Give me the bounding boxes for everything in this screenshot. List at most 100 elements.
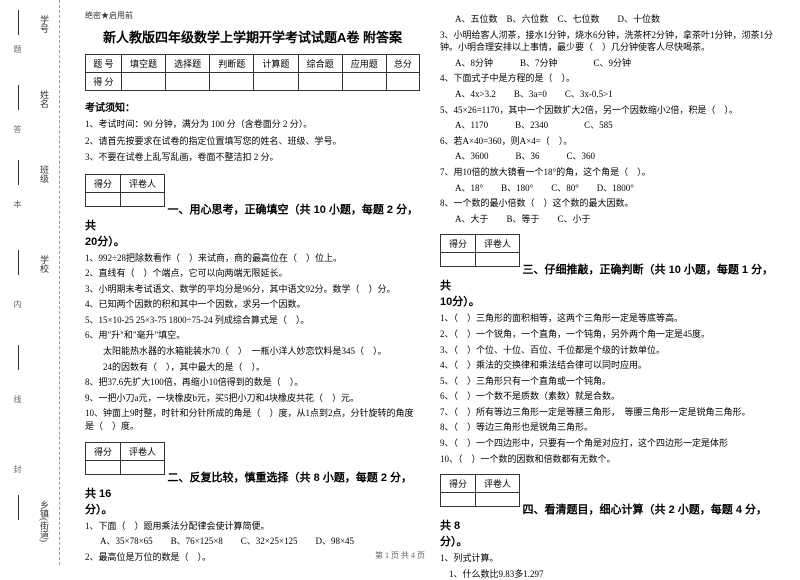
grader-table: 得分评卷人	[85, 174, 165, 207]
section-2-title: 二、反复比较，慎重选择（共 8 小题，每题 2 分，共 16	[85, 472, 412, 500]
section-3-pts: 10分）。	[440, 293, 775, 309]
grader-table: 得分评卷人	[85, 442, 165, 475]
notice-item: 3、不要在试卷上乱写乱画，卷面不整洁扣 2 分。	[85, 151, 420, 165]
question: 1、下面（ ）题用乘法分配律会使计算简便。	[85, 520, 420, 533]
td[interactable]	[86, 460, 121, 474]
section-3-title: 三、仔细推敲，正确判断（共 10 小题，每题 1 分，共	[440, 264, 773, 292]
question: 5、15×10-25 25×3-75 1800÷75-24 列成综合算式是（ ）…	[85, 314, 420, 327]
question: 2、直线有（ ）个端点，它可以向两端无限延长。	[85, 267, 420, 280]
question: 2、最高位是万位的数是（ ）。	[85, 551, 420, 564]
bind-mark: 本	[12, 200, 23, 208]
td: 评卷人	[476, 235, 520, 253]
th: 总分	[386, 55, 419, 73]
question: 2、（ ）一个锐角，一个直角，一个钝角，另外两个角一定是45度。	[440, 328, 775, 341]
options: A、五位数 B、六位数 C、七位数 D、十位数	[455, 13, 775, 26]
underline	[18, 345, 19, 370]
table-row: 题 号 填空题 选择题 判断题 计算题 综合题 应用题 总分	[86, 55, 420, 73]
options: A、8分钟 B、7分钟 C、9分钟	[455, 57, 775, 70]
label-school: 学校	[38, 255, 51, 273]
options: A、18° B、180° C、80° D、1800°	[455, 182, 775, 195]
section-4-title: 四、看清题目，细心计算（共 2 小题，每题 4 分，共 8	[440, 504, 767, 532]
label-student-id: 学号	[38, 15, 51, 33]
th: 应用题	[342, 55, 386, 73]
td[interactable]	[342, 73, 386, 91]
td: 评卷人	[476, 475, 520, 493]
question: 24的因数有（ ），其中最大的是（ ）。	[85, 361, 420, 374]
td[interactable]	[298, 73, 342, 91]
options: A、1170 B、2340 C、585	[455, 119, 775, 132]
exam-page: 题 学号 答 姓名 本 班级 内 学校 线 封 乡镇(街道) 绝密★启用前 新人…	[0, 0, 800, 565]
th: 填空题	[121, 55, 165, 73]
binding-margin: 题 学号 答 姓名 本 班级 内 学校 线 封 乡镇(街道)	[0, 0, 60, 565]
td[interactable]	[86, 192, 121, 206]
td[interactable]	[441, 253, 476, 267]
question: 10、（ ）一个数的因数和倍数都有无数个。	[440, 453, 775, 466]
th: 题 号	[86, 55, 122, 73]
td[interactable]	[121, 73, 165, 91]
question: 3、小明期末考试语文、数学的平均分是96分，其中语文92分。数学（ ）分。	[85, 283, 420, 296]
td[interactable]	[210, 73, 254, 91]
grader-table: 得分评卷人	[440, 474, 520, 507]
bind-mark: 内	[12, 300, 23, 308]
label-class: 班级	[38, 165, 51, 183]
section-1-pts: 20分）。	[85, 233, 420, 249]
underline	[18, 160, 19, 185]
question: 1、992÷28把除数看作（ ）来试商，商的最高位在（ ）位上。	[85, 252, 420, 265]
td[interactable]	[476, 493, 520, 507]
question: 9、一把小刀a元，一块橡皮b元，买5把小刀和4块橡皮共花（ ）元。	[85, 392, 420, 405]
td[interactable]	[121, 192, 165, 206]
th: 判断题	[210, 55, 254, 73]
td: 得 分	[86, 73, 122, 91]
question: 3、（ ）个位、十位、百位、千位都是个级的计数单位。	[440, 344, 775, 357]
question: 太阳能热水器的水箱能装水70（ ） 一瓶小洋人妙恋饮料是345（ ）。	[85, 345, 420, 358]
question: 4、（ ）乘法的交换律和乘法结合律可以同时应用。	[440, 359, 775, 372]
content-area: 绝密★启用前 新人教版四年级数学上学期开学考试试题A卷 附答案 题 号 填空题 …	[60, 0, 800, 565]
td: 得分	[86, 174, 121, 192]
options: A、3600 B、36 C、360	[455, 150, 775, 163]
question: 8、一个数的最小倍数（ ）这个数的最大因数。	[440, 197, 775, 210]
td[interactable]	[386, 73, 419, 91]
bind-mark: 答	[12, 125, 23, 133]
secret-label: 绝密★启用前	[85, 10, 420, 21]
right-column: A、五位数 B、六位数 C、七位数 D、十位数 3、小明给客人沏茶，接水1分钟，…	[430, 10, 785, 555]
question: 7、用10倍的放大镜看一个18°的角，这个角是（ ）。	[440, 166, 775, 179]
left-column: 绝密★启用前 新人教版四年级数学上学期开学考试试题A卷 附答案 题 号 填空题 …	[75, 10, 430, 555]
question: 10、钟面上9时整，时针和分针所成的角是（ ）度，从1点到2点，分针旋转的角度是…	[85, 407, 420, 432]
question: 5、（ ）三角形只有一个直角或一个钝角。	[440, 375, 775, 388]
question: 9、（ ）一个四边形中，只要有一个角是对应打，这个四边形一定是体形	[440, 437, 775, 450]
td: 得分	[441, 235, 476, 253]
td: 得分	[86, 442, 121, 460]
question: 1、什么数比9.83多1.297	[440, 568, 775, 580]
section-2-pts: 分）。	[85, 501, 420, 517]
question: 8、（ ）等边三角形也是锐角三角形。	[440, 421, 775, 434]
td[interactable]	[254, 73, 298, 91]
th: 综合题	[298, 55, 342, 73]
question: 8、把37.6先扩大100倍，再缩小10倍得到的数是（ ）。	[85, 376, 420, 389]
grader-table: 得分评卷人	[440, 234, 520, 267]
th: 计算题	[254, 55, 298, 73]
td: 得分	[441, 475, 476, 493]
bind-mark: 题	[12, 45, 23, 53]
underline	[18, 495, 19, 520]
notice-item: 2、请首先按要求在试卷的指定位置填写您的姓名、班级、学号。	[85, 135, 420, 149]
underline	[18, 250, 19, 275]
section-1-title: 一、用心思考，正确填空（共 10 小题，每题 2 分，共	[85, 204, 418, 232]
page-footer: 第 1 页 共 4 页	[375, 550, 425, 561]
label-township: 乡镇(街道)	[38, 500, 51, 542]
td[interactable]	[476, 253, 520, 267]
score-table: 题 号 填空题 选择题 判断题 计算题 综合题 应用题 总分 得 分	[85, 54, 420, 91]
underline	[18, 85, 19, 110]
question: 5、45×26=1170，其中一个因数扩大2倍，另一个因数缩小2倍，积是（ ）。	[440, 104, 775, 117]
td[interactable]	[166, 73, 210, 91]
notice-title: 考试须知：	[85, 99, 420, 114]
td[interactable]	[121, 460, 165, 474]
td[interactable]	[441, 493, 476, 507]
question: 7、（ ）所有等边三角形一定是等腰三角形， 等腰三角形一定是锐角三角形。	[440, 406, 775, 419]
options: A、4x>3.2 B、3a=0 C、3x-0.5>1	[455, 88, 775, 101]
td: 评卷人	[121, 442, 165, 460]
bind-mark: 封	[12, 465, 23, 473]
question: 1、（ ）三角形的面积相等，这两个三角形一定是等底等高。	[440, 312, 775, 325]
options: A、35×78×65 B、76×125×8 C、32×25×125 D、98×4…	[100, 535, 420, 548]
question: 4、已知两个因数的积和其中一个因数，求另一个因数。	[85, 298, 420, 311]
section-4-pts: 分）。	[440, 533, 775, 549]
